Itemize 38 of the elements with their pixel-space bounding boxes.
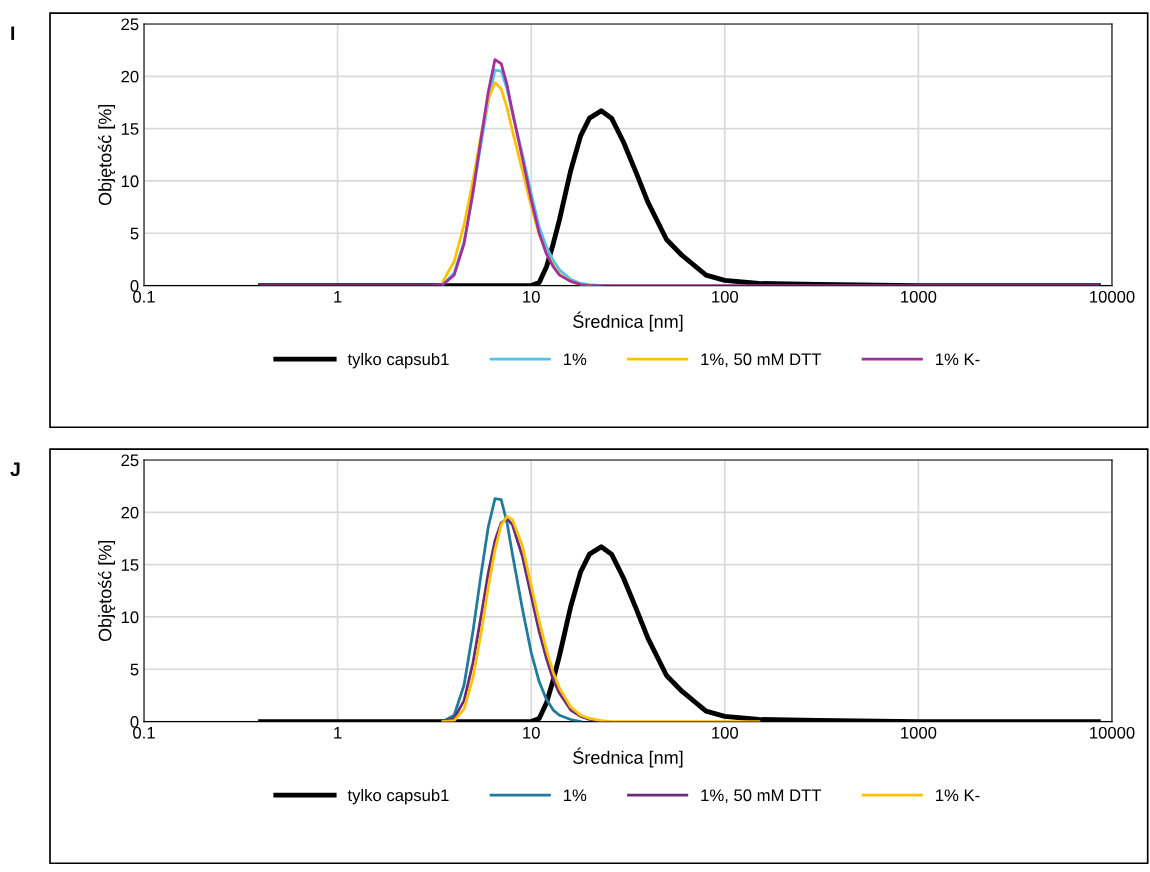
- text: J: [10, 462, 20, 477]
- y-tick-label: 0: [130, 279, 139, 292]
- y-tick-label: 15: [121, 559, 139, 571]
- x-tick-label: 10000: [1090, 290, 1135, 303]
- y-tick-label: 10: [121, 175, 139, 188]
- legend-label: tylko capsub1: [347, 788, 449, 805]
- x-axis-title: Średnica [nm]: [573, 311, 683, 332]
- x-tick-label: 0.1: [133, 726, 155, 739]
- legend-label: 1% K-: [936, 353, 980, 366]
- y-tick-label: 20: [121, 70, 139, 83]
- x-tick-label: 1000: [901, 290, 937, 303]
- x-tick-label: 100: [712, 726, 739, 739]
- y-axis-title: Objętość [%]: [97, 104, 116, 206]
- x-tick-label: 10: [523, 290, 540, 303]
- y-axis-title: Objętość [%]: [97, 540, 116, 642]
- x-tick-label: 10000: [1090, 726, 1135, 739]
- x-tick-label: 1000: [901, 726, 937, 739]
- legend-label: 1%: [564, 789, 587, 802]
- text: I: [11, 26, 15, 40]
- x-tick-label: 10: [523, 726, 540, 739]
- legend-label: 1%, 50 mM DTT: [701, 353, 822, 368]
- legend-label: 1% K-: [936, 789, 980, 802]
- y-tick-label: 0: [130, 715, 139, 728]
- x-tick-label: 100: [712, 290, 739, 303]
- legend-label: 1%, 50 mM DTT: [701, 789, 822, 804]
- y-tick-label: 25: [121, 18, 139, 31]
- y-tick-label: 5: [130, 227, 139, 240]
- y-tick-label: 20: [121, 506, 139, 519]
- legend-label: 1%: [564, 353, 587, 366]
- y-tick-label: 15: [121, 123, 139, 135]
- x-axis-title: Średnica [nm]: [573, 747, 683, 768]
- x-tick-label: 1: [334, 291, 342, 303]
- y-tick-label: 5: [130, 663, 139, 676]
- y-tick-label: 10: [121, 611, 139, 624]
- x-tick-label: 1: [334, 727, 342, 739]
- x-tick-label: 0.1: [133, 290, 155, 303]
- legend-label: tylko capsub1: [347, 352, 449, 369]
- y-tick-label: 25: [121, 454, 139, 467]
